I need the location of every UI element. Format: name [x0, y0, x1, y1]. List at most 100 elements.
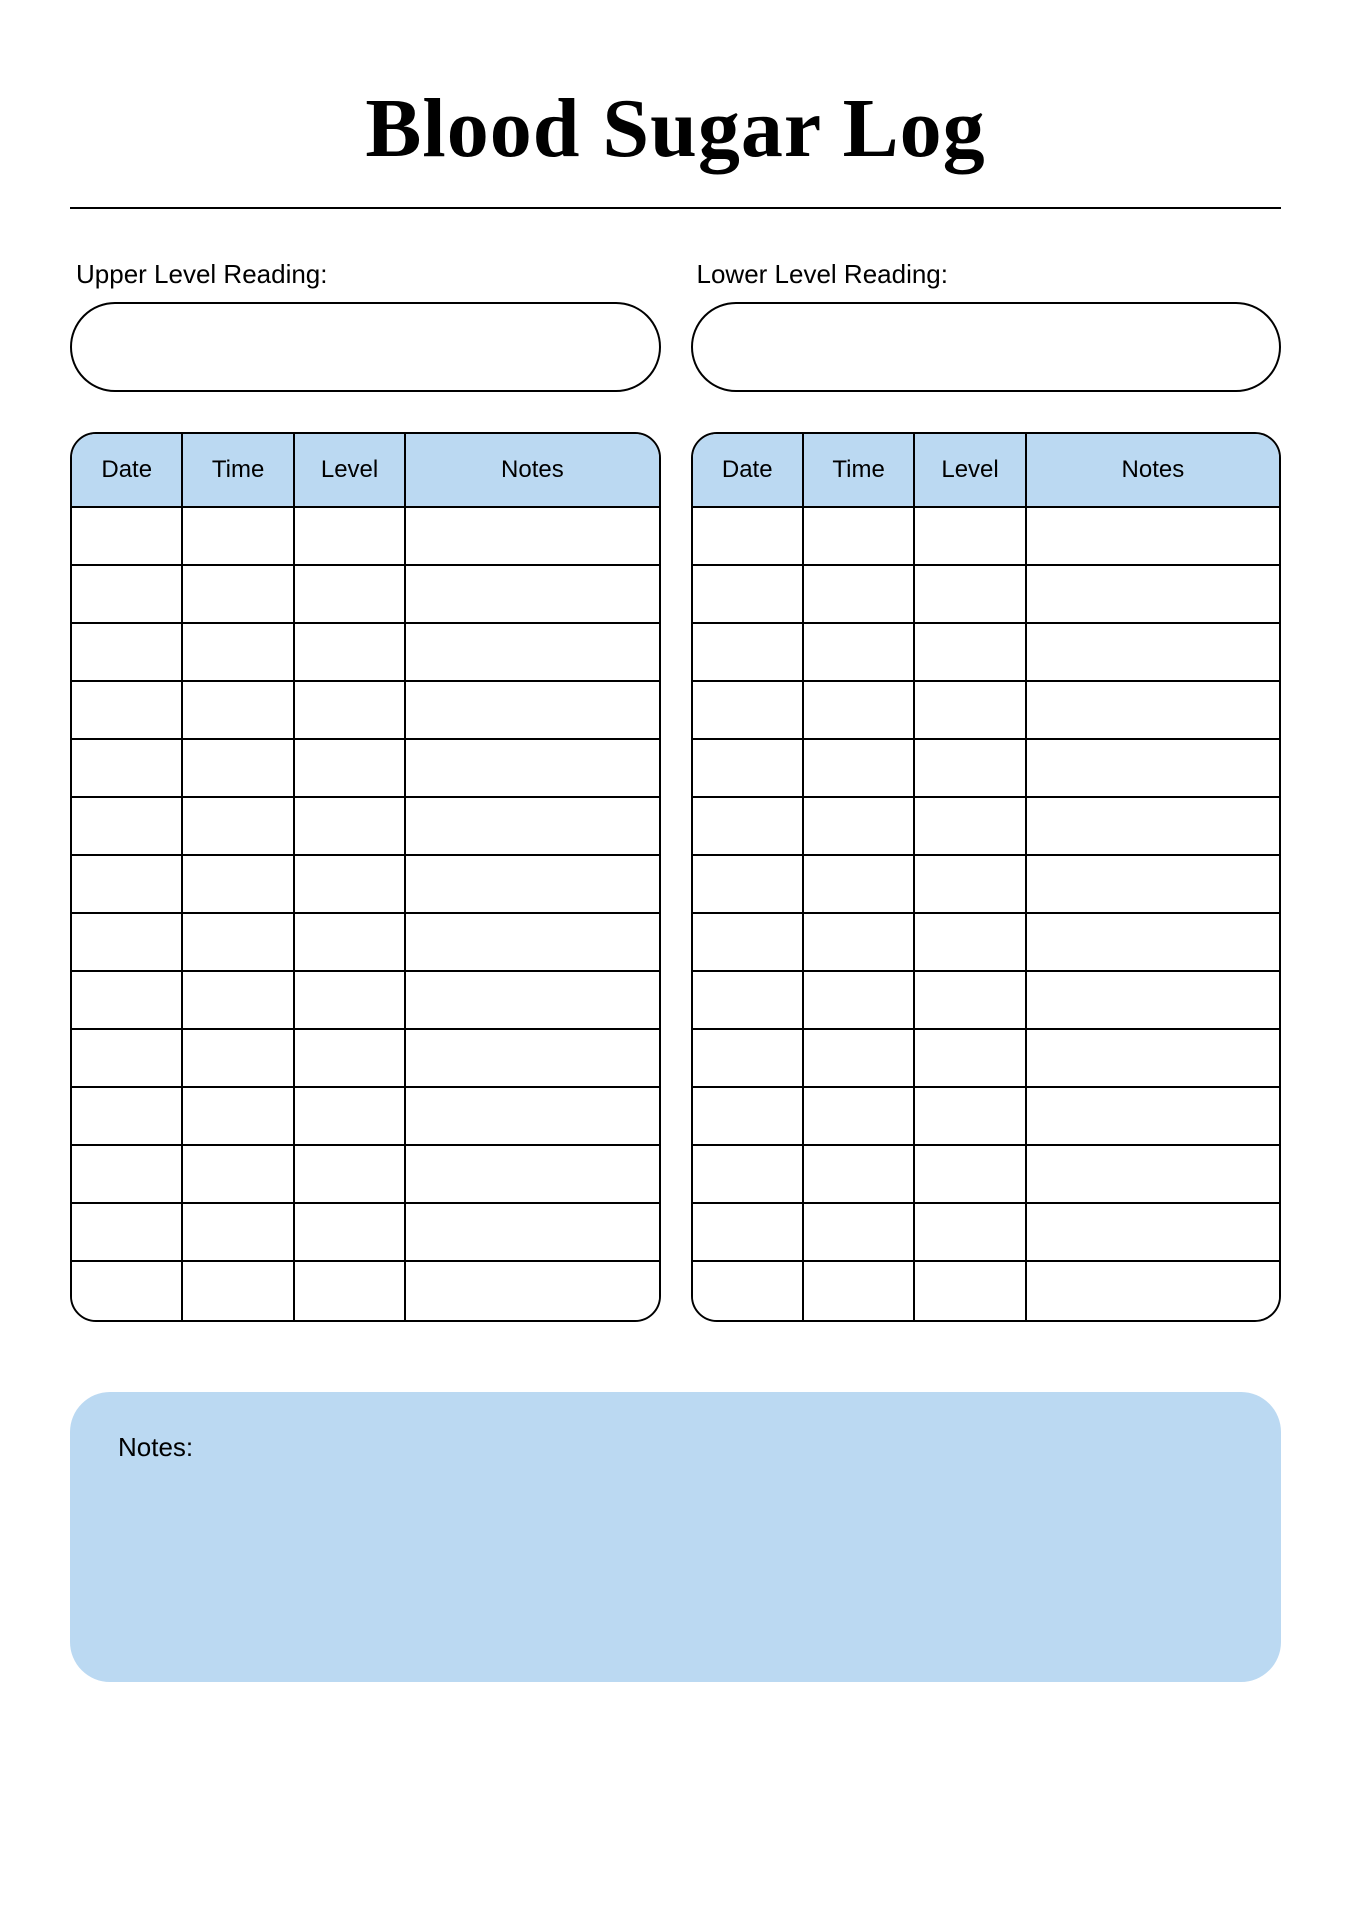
cell-time[interactable] [804, 508, 915, 566]
cell-time[interactable] [804, 856, 915, 914]
upper-reading-field[interactable] [70, 302, 661, 392]
cell-time[interactable] [183, 740, 294, 798]
cell-notes[interactable] [406, 1030, 658, 1088]
cell-time[interactable] [804, 1088, 915, 1146]
cell-level[interactable] [915, 1030, 1026, 1088]
cell-time[interactable] [183, 682, 294, 740]
cell-date[interactable] [693, 972, 804, 1030]
cell-notes[interactable] [1027, 508, 1279, 566]
cell-notes[interactable] [1027, 798, 1279, 856]
cell-level[interactable] [295, 1262, 406, 1320]
cell-time[interactable] [183, 624, 294, 682]
cell-notes[interactable] [406, 566, 658, 624]
notes-box[interactable]: Notes: [70, 1392, 1281, 1682]
cell-level[interactable] [295, 1146, 406, 1204]
cell-notes[interactable] [1027, 856, 1279, 914]
cell-level[interactable] [915, 1146, 1026, 1204]
cell-notes[interactable] [406, 740, 658, 798]
cell-notes[interactable] [406, 856, 658, 914]
cell-date[interactable] [72, 1146, 183, 1204]
cell-date[interactable] [693, 914, 804, 972]
cell-time[interactable] [804, 1262, 915, 1320]
cell-level[interactable] [295, 972, 406, 1030]
cell-notes[interactable] [1027, 914, 1279, 972]
cell-date[interactable] [72, 740, 183, 798]
cell-date[interactable] [693, 508, 804, 566]
cell-notes[interactable] [406, 1204, 658, 1262]
cell-date[interactable] [693, 798, 804, 856]
cell-notes[interactable] [406, 508, 658, 566]
cell-level[interactable] [915, 972, 1026, 1030]
cell-date[interactable] [72, 914, 183, 972]
cell-level[interactable] [915, 1262, 1026, 1320]
cell-date[interactable] [693, 1030, 804, 1088]
cell-date[interactable] [72, 1088, 183, 1146]
cell-date[interactable] [72, 624, 183, 682]
cell-notes[interactable] [1027, 1088, 1279, 1146]
cell-date[interactable] [693, 624, 804, 682]
cell-notes[interactable] [1027, 624, 1279, 682]
cell-time[interactable] [183, 972, 294, 1030]
cell-time[interactable] [804, 1030, 915, 1088]
cell-level[interactable] [295, 624, 406, 682]
cell-date[interactable] [693, 856, 804, 914]
cell-time[interactable] [804, 682, 915, 740]
cell-notes[interactable] [406, 1088, 658, 1146]
cell-date[interactable] [72, 682, 183, 740]
cell-date[interactable] [693, 740, 804, 798]
cell-notes[interactable] [1027, 682, 1279, 740]
cell-level[interactable] [915, 566, 1026, 624]
cell-notes[interactable] [406, 914, 658, 972]
cell-notes[interactable] [1027, 566, 1279, 624]
cell-notes[interactable] [406, 1146, 658, 1204]
cell-date[interactable] [693, 566, 804, 624]
cell-level[interactable] [295, 914, 406, 972]
cell-level[interactable] [915, 624, 1026, 682]
cell-date[interactable] [72, 798, 183, 856]
cell-level[interactable] [295, 856, 406, 914]
cell-date[interactable] [693, 1262, 804, 1320]
cell-level[interactable] [915, 914, 1026, 972]
cell-date[interactable] [72, 972, 183, 1030]
cell-level[interactable] [915, 1088, 1026, 1146]
cell-notes[interactable] [406, 972, 658, 1030]
cell-time[interactable] [183, 566, 294, 624]
cell-level[interactable] [295, 1204, 406, 1262]
cell-level[interactable] [295, 566, 406, 624]
cell-date[interactable] [693, 1146, 804, 1204]
cell-date[interactable] [72, 566, 183, 624]
cell-level[interactable] [295, 1030, 406, 1088]
cell-time[interactable] [183, 1204, 294, 1262]
cell-level[interactable] [915, 1204, 1026, 1262]
cell-level[interactable] [915, 682, 1026, 740]
cell-notes[interactable] [1027, 1146, 1279, 1204]
cell-notes[interactable] [1027, 1262, 1279, 1320]
cell-level[interactable] [915, 798, 1026, 856]
cell-time[interactable] [183, 798, 294, 856]
cell-time[interactable] [804, 972, 915, 1030]
cell-level[interactable] [295, 682, 406, 740]
cell-time[interactable] [183, 1262, 294, 1320]
cell-notes[interactable] [406, 1262, 658, 1320]
cell-time[interactable] [804, 740, 915, 798]
cell-notes[interactable] [1027, 1204, 1279, 1262]
cell-time[interactable] [183, 508, 294, 566]
lower-reading-field[interactable] [691, 302, 1282, 392]
cell-time[interactable] [183, 856, 294, 914]
cell-time[interactable] [183, 1088, 294, 1146]
cell-time[interactable] [804, 566, 915, 624]
cell-date[interactable] [693, 682, 804, 740]
cell-level[interactable] [295, 740, 406, 798]
cell-date[interactable] [693, 1088, 804, 1146]
cell-date[interactable] [72, 1204, 183, 1262]
cell-time[interactable] [183, 914, 294, 972]
cell-time[interactable] [804, 798, 915, 856]
cell-notes[interactable] [1027, 972, 1279, 1030]
cell-notes[interactable] [1027, 740, 1279, 798]
cell-time[interactable] [804, 1204, 915, 1262]
cell-level[interactable] [915, 740, 1026, 798]
cell-notes[interactable] [406, 624, 658, 682]
cell-date[interactable] [72, 508, 183, 566]
cell-date[interactable] [72, 1030, 183, 1088]
cell-level[interactable] [915, 856, 1026, 914]
